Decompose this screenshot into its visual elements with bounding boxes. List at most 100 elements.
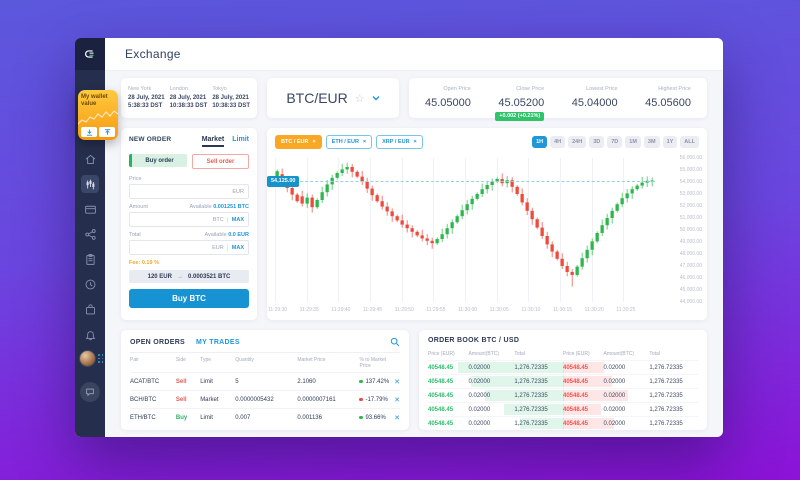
cancel-order-button[interactable]: ✕	[394, 414, 400, 422]
timeframe-1m[interactable]: 1M	[625, 136, 641, 148]
timeframe-1h[interactable]: 1H	[532, 136, 548, 148]
order-book-row: 40548.45 0.02000 1,276.72335 40548.45 0.0200…	[428, 402, 698, 416]
ask-total: 1,276.72335	[649, 364, 683, 371]
sidebar-item-trading-candles[interactable]	[81, 175, 99, 193]
x-axis-label: 11:30:10	[521, 307, 541, 313]
buy-order-toggle[interactable]: Buy order	[129, 154, 187, 167]
wallet-value-card[interactable]: My wallet value	[78, 90, 118, 140]
chart-gridline	[465, 158, 466, 302]
clock-city: New York	[128, 85, 152, 92]
y-axis-label: 51,000.00	[679, 215, 702, 221]
chart-panel: BTC / EUR × ETH / EUR × XRP / EUR × 1H 4H 24H 3D…	[267, 128, 707, 320]
cell-quantity: 5	[235, 378, 239, 385]
stat-close-price: Close Price 45.05200 +0.002 (+0.21%)	[495, 85, 545, 121]
chip-close-icon[interactable]: ×	[312, 139, 316, 145]
timeframe-4h[interactable]: 4H	[550, 136, 566, 148]
cell-pair: ETH/BTC	[130, 414, 156, 421]
amount-input-wrap: BTC MAX	[129, 212, 249, 227]
ask-price: 40548.45	[562, 420, 589, 427]
chart-gridline	[528, 158, 530, 302]
cancel-order-button[interactable]: ✕	[394, 378, 400, 386]
stat-label: Close Price	[516, 85, 545, 92]
stat-label: Lowest Price	[586, 85, 618, 92]
profile-menu-dots-icon[interactable]	[98, 354, 104, 363]
bid-price: 40548.45	[428, 420, 454, 427]
stat-value: 45.04000	[571, 96, 618, 109]
orders-tab-open-orders[interactable]: OPEN ORDERS	[130, 338, 186, 346]
x-axis-label: 11:29:50	[394, 307, 414, 313]
support-chat-button[interactable]	[80, 382, 100, 402]
x-axis-label: 11:30:15	[553, 307, 573, 313]
chip-close-icon[interactable]: ×	[413, 139, 417, 145]
bid-total: 1,276.72335	[514, 420, 548, 427]
favorite-star-icon[interactable]: ☆	[354, 92, 365, 105]
notifications-bell-icon	[85, 330, 95, 340]
timeframe-7d[interactable]: 7D	[607, 136, 623, 148]
bid-total: 1,276.72335	[514, 378, 548, 385]
chevron-down-icon[interactable]	[372, 95, 380, 101]
sell-order-toggle[interactable]: Sell order	[192, 154, 249, 169]
total-input[interactable]	[134, 243, 210, 252]
sidebar-nav	[75, 150, 105, 343]
bid-depth-bar	[457, 362, 563, 373]
y-axis-label: 49,000.00	[679, 239, 702, 245]
y-axis-label: 53,000.00	[679, 191, 702, 197]
price-unit: EUR	[232, 188, 244, 195]
orders-clipboard-icon	[85, 253, 95, 265]
price-input[interactable]	[134, 187, 230, 196]
chart-pair-chip-eth-eur[interactable]: ETH / EUR ×	[325, 135, 373, 149]
order-tab-limit[interactable]: Limit	[232, 136, 249, 143]
chart-pair-chip-btc-eur[interactable]: BTC / EUR ×	[275, 135, 322, 149]
order-tab-market[interactable]: Market	[201, 136, 225, 147]
sidebar-item-orders-clipboard[interactable]	[81, 250, 99, 268]
timeframe-24h[interactable]: 24H	[568, 136, 587, 148]
total-input-wrap: EUR MAX	[129, 240, 249, 255]
amount-input[interactable]	[134, 215, 210, 224]
trading-candles-icon	[86, 179, 94, 189]
cell-pair: ACAT/BTC	[130, 378, 160, 385]
avatar[interactable]	[79, 350, 96, 367]
sidebar-item-wallet-card[interactable]	[81, 200, 99, 218]
chip-close-icon[interactable]: ×	[362, 139, 367, 145]
pct-value: 137.42%	[365, 378, 390, 385]
pair-selector[interactable]: BTC/EUR ☆	[267, 78, 399, 118]
new-order-title: NEW ORDER	[129, 136, 172, 143]
table-row: ACAT/BTC Sell Limit 5 2.1060 137.42% ✕	[130, 372, 400, 390]
page-title: Exchange	[125, 47, 181, 61]
order-book-header: Price (EUR) Amount(BTC) Total Price (EUR) Am…	[428, 348, 698, 360]
timeframe-1y[interactable]: 1Y	[662, 136, 678, 148]
timeframe-all[interactable]: ALL	[680, 136, 699, 148]
sidebar-item-portfolio-bag[interactable]	[81, 300, 99, 318]
sidebar-item-history-clock[interactable]	[81, 275, 99, 293]
withdraw-button[interactable]	[99, 127, 115, 137]
chart-pair-chip-xrp-eur[interactable]: XRP / EUR ×	[376, 135, 423, 149]
y-axis-label: 47,000.00	[679, 263, 702, 269]
app-logo[interactable]	[75, 38, 105, 70]
sidebar-item-home[interactable]	[81, 150, 99, 168]
timeframe-3d[interactable]: 3D	[589, 136, 605, 148]
order-type-tabs: Market Limit	[201, 136, 249, 147]
timeframe-3m[interactable]: 3M	[643, 136, 660, 148]
search-button[interactable]	[390, 337, 400, 347]
cell-side: Buy	[175, 414, 188, 421]
chart-gridline	[370, 158, 371, 302]
amount-max-button[interactable]: MAX	[226, 216, 244, 223]
orders-tab-my-trades[interactable]: MY TRADES	[196, 338, 240, 346]
table-row: ETH/BTC Buy Limit 0.007 0.001136 93.66% ✕	[130, 408, 400, 426]
bid-price: 40548.45	[428, 364, 454, 371]
cell-pct: 93.66%	[359, 415, 391, 421]
clock-time: 10:38:33 DST	[212, 103, 250, 109]
total-max-button[interactable]: MAX	[226, 244, 244, 251]
cancel-order-button[interactable]: ✕	[394, 396, 400, 404]
book-col-header: Amount(BTC)	[603, 351, 635, 357]
orders-col-header: Type	[200, 357, 212, 363]
buy-btc-button[interactable]: Buy BTC	[129, 289, 249, 308]
bid-depth-bar	[471, 376, 563, 387]
ask-price: 40548.45	[562, 406, 589, 413]
user-profile[interactable]	[79, 350, 104, 367]
clock-time: 5:38:33 DST	[128, 103, 163, 109]
ask-depth-bar	[563, 362, 604, 373]
sidebar-item-notifications-bell[interactable]	[81, 325, 99, 343]
deposit-button[interactable]	[81, 127, 97, 137]
sidebar-item-network[interactable]	[81, 225, 99, 243]
